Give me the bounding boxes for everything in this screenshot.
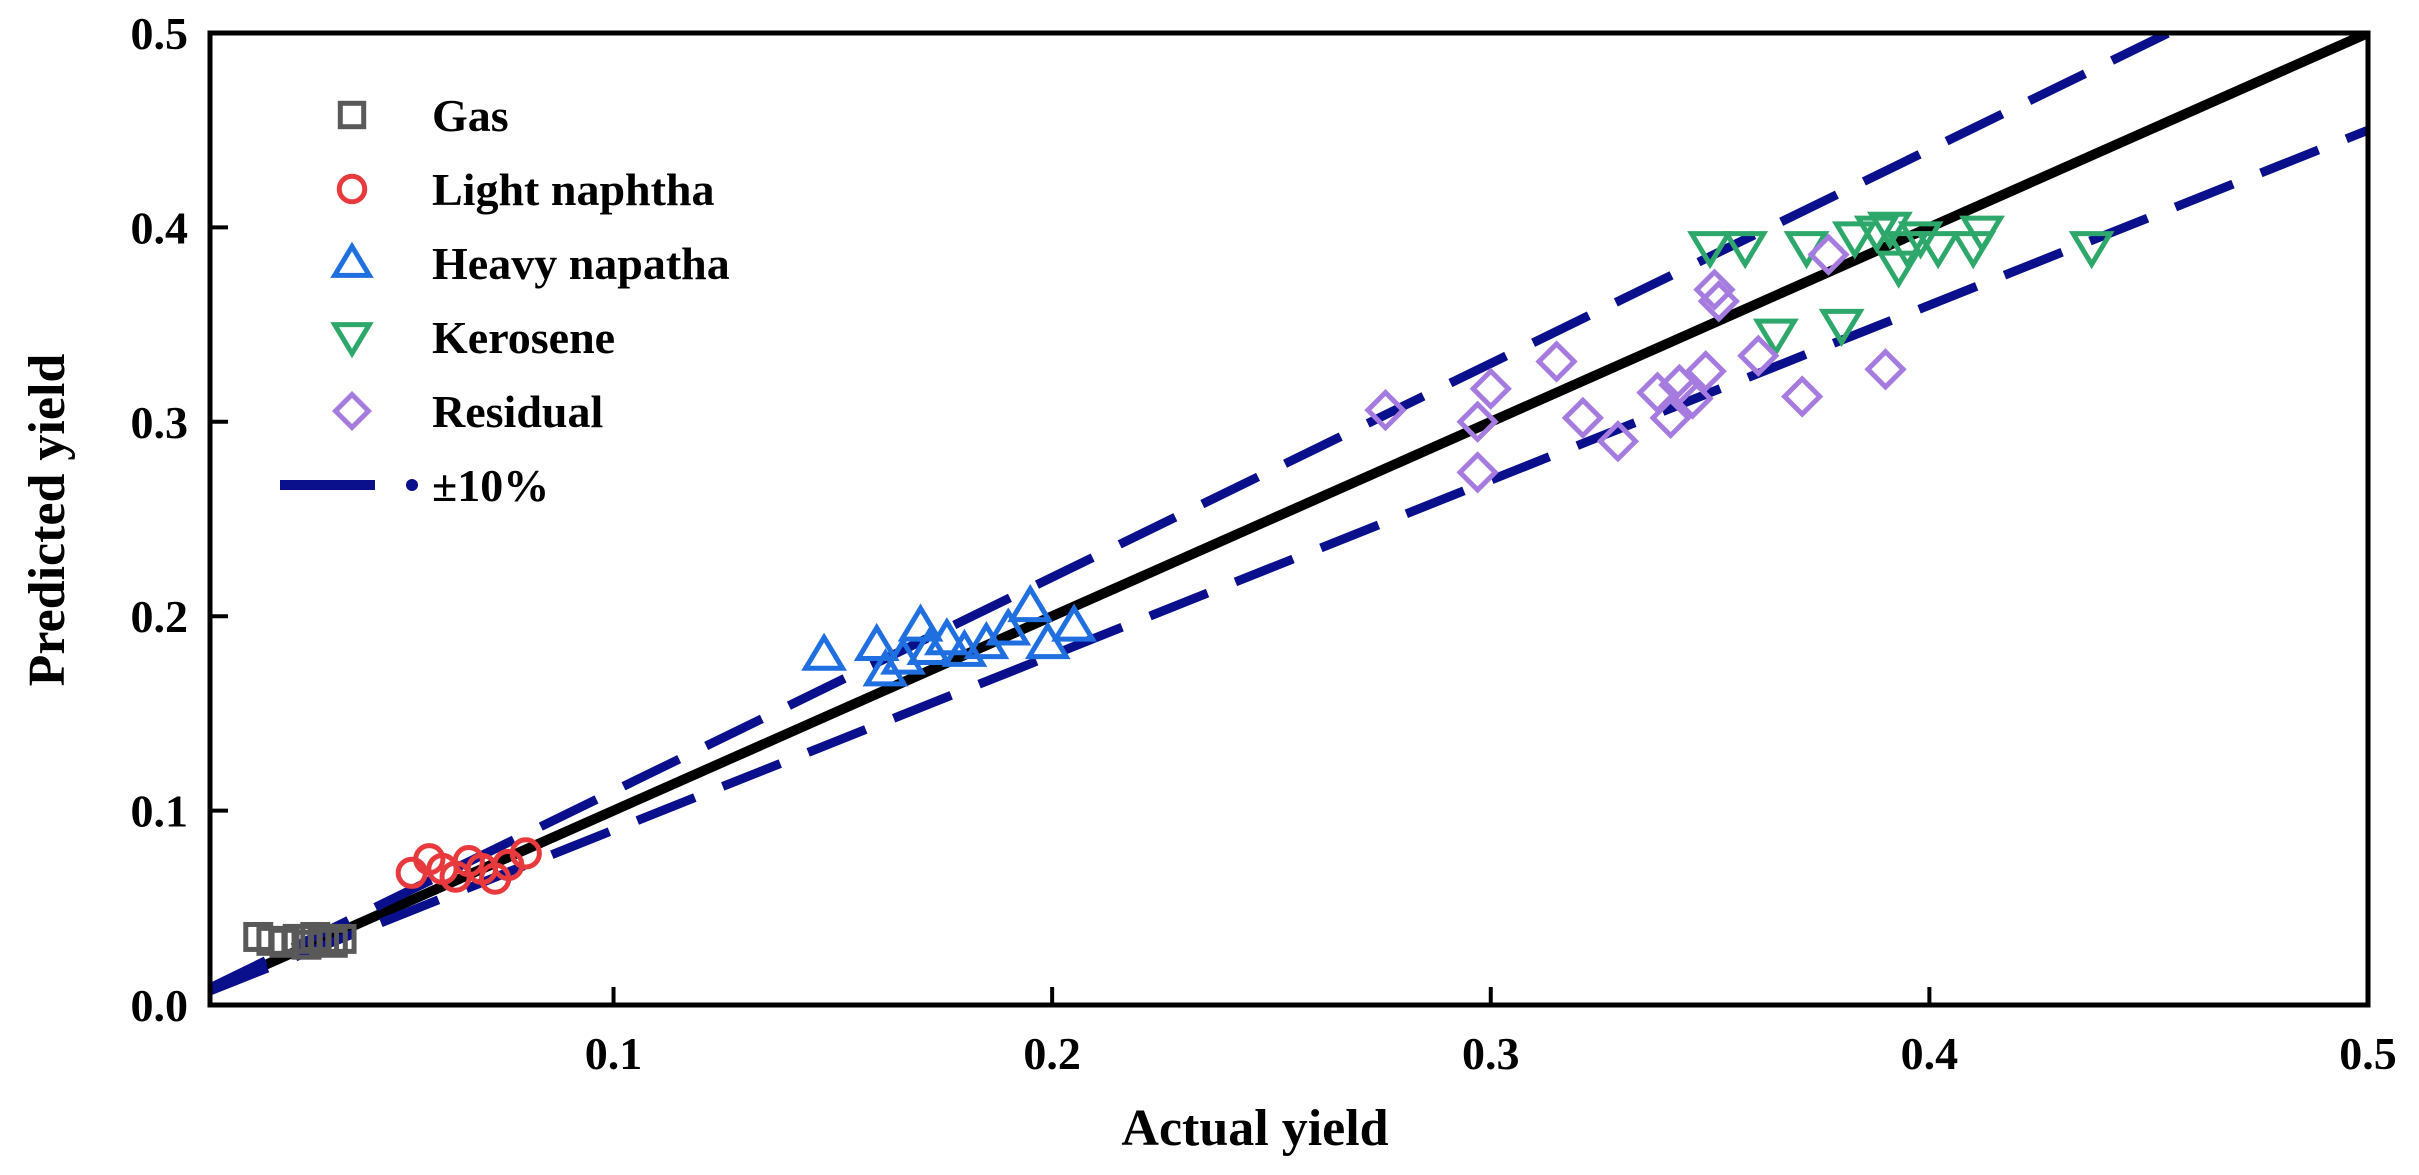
y-axis-title: Predicted yield — [19, 354, 76, 687]
point-heavy-napatha — [862, 648, 909, 687]
series-light-naphtha — [395, 837, 542, 895]
point-residual — [1456, 400, 1499, 443]
x-axis-title: Actual yield — [1121, 1100, 1388, 1157]
point-residual — [1535, 340, 1578, 383]
point-light-naphtha — [509, 837, 542, 870]
point-gas — [326, 923, 357, 954]
point-kerosene — [1752, 318, 1799, 357]
legend-label: Residual — [432, 386, 603, 437]
legend-item-kerosene: Kerosene — [330, 312, 615, 363]
x-tick-label: 0.4 — [1901, 1028, 1959, 1079]
legend-item--10-: ±10% — [280, 460, 549, 511]
point-kerosene — [1818, 308, 1865, 348]
legend: Gas Light naphtha Heavy napatha Kerosene Res… — [280, 90, 730, 511]
point-residual — [1781, 375, 1824, 418]
y-tick-label: 0.5 — [131, 8, 189, 59]
series-residual — [1364, 233, 1907, 494]
legend-marker-gas — [337, 100, 367, 130]
point-kerosene — [1687, 231, 1733, 270]
point-residual — [1807, 233, 1850, 276]
legend-marker-heavy-napatha — [330, 241, 374, 278]
x-tick-label: 0.1 — [585, 1028, 643, 1079]
point-residual — [1737, 334, 1780, 377]
legend-item-residual: Residual — [331, 386, 603, 437]
point-residual — [1649, 396, 1692, 440]
point-heavy-napatha — [906, 626, 953, 665]
point-residual — [1456, 451, 1499, 494]
legend-label: Heavy napatha — [432, 238, 730, 289]
series-heavy-napatha — [801, 584, 1097, 687]
y-tick-label: 0.4 — [131, 202, 189, 253]
point-residual — [1864, 348, 1907, 391]
legend-item-heavy-napatha: Heavy napatha — [330, 238, 730, 289]
point-residual — [1596, 420, 1640, 463]
y-tick-label: 0.0 — [131, 980, 189, 1031]
point-kerosene — [1915, 231, 1962, 270]
point-heavy-napatha — [897, 603, 944, 642]
legend-item-gas: Gas — [337, 90, 509, 141]
data-points — [243, 211, 2115, 960]
legend-marker-kerosene — [330, 322, 374, 359]
point-kerosene — [1831, 221, 1878, 260]
point-residual — [1469, 367, 1512, 410]
point-heavy-napatha — [1007, 584, 1054, 623]
legend-marker-residual — [331, 390, 373, 432]
x-tick-label: 0.2 — [1023, 1028, 1081, 1079]
x-tick-label: 0.3 — [1462, 1028, 1520, 1079]
legend-marker-light-naphtha — [336, 173, 368, 205]
point-residual — [1693, 268, 1736, 311]
point-kerosene — [1897, 221, 1944, 260]
identity-line — [210, 33, 2368, 995]
tolerance-line-2 — [210, 126, 2368, 996]
legend-item-light-naphtha: Light naphtha — [336, 164, 715, 215]
point-gas — [317, 927, 348, 958]
point-heavy-napatha — [1051, 603, 1097, 642]
point-heavy-napatha — [853, 622, 900, 662]
point-kerosene — [1867, 211, 1913, 250]
y-tick-label: 0.3 — [131, 397, 189, 448]
series-kerosene — [1687, 211, 2115, 357]
point-heavy-napatha — [985, 607, 1032, 646]
point-residual — [1684, 350, 1727, 393]
point-residual — [1561, 396, 1605, 440]
point-heavy-napatha — [801, 632, 847, 671]
point-heavy-napatha — [923, 617, 970, 656]
legend-label: Gas — [432, 90, 509, 141]
legend-label: Light naphtha — [432, 164, 715, 215]
axis-ticks: 0.1 0.2 0.3 0.4 0.5 0.0 0.1 0.2 0.3 0.4 0.5 — [131, 8, 2397, 1079]
x-tick-label: 0.5 — [2339, 1028, 2397, 1079]
plot-frame — [207, 30, 2371, 1008]
legend-dot-swatch — [406, 479, 418, 491]
reference-lines — [210, 33, 2368, 996]
legend-label: Kerosene — [432, 312, 615, 363]
point-kerosene — [1722, 231, 1769, 270]
y-tick-label: 0.2 — [131, 591, 189, 642]
legend-label: ±10% — [432, 460, 549, 511]
point-kerosene — [2068, 231, 2115, 270]
point-residual — [1697, 280, 1740, 323]
point-kerosene — [1959, 215, 2005, 254]
point-residual — [1671, 377, 1714, 420]
series-gas — [243, 921, 357, 960]
y-tick-label: 0.1 — [131, 786, 189, 837]
point-residual — [1364, 389, 1407, 432]
